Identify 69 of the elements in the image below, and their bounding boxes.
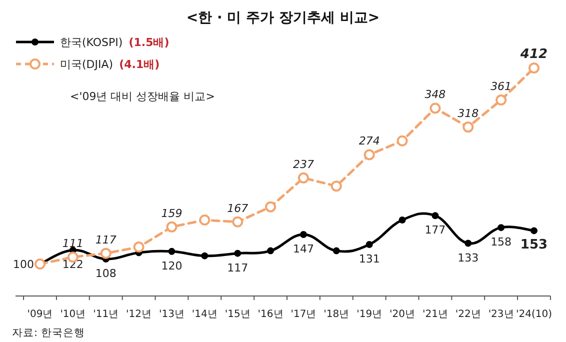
point: [398, 216, 406, 224]
x-tick-label: '24(10): [516, 309, 552, 320]
data-label: 237: [292, 158, 314, 171]
x-tick-label: '12년: [126, 309, 152, 320]
point: [232, 216, 244, 228]
point: [267, 247, 274, 254]
point: [234, 250, 242, 257]
point: [462, 122, 474, 133]
point: [300, 230, 307, 238]
point: [133, 242, 144, 253]
data-label: 159: [161, 206, 182, 220]
text: 자료: 한국은행: [12, 327, 85, 339]
data-label: 412: [519, 47, 548, 62]
x-tick-label: '13년: [158, 309, 184, 320]
point: [201, 252, 208, 260]
point: [432, 212, 439, 220]
point: [298, 172, 309, 184]
chart-title: <한 · 미 주가 장기추세 비교>: [186, 10, 380, 26]
x-tick-label: '22년: [455, 309, 481, 320]
point: [166, 221, 178, 232]
x-tick-label: '17년: [290, 309, 316, 320]
x-tick-label: '11년: [93, 309, 119, 320]
x-tick-label: '14년: [192, 309, 218, 320]
x-tick-label: '20년: [390, 309, 416, 320]
data-label: 111: [62, 237, 84, 250]
point: [364, 149, 375, 160]
data-label: 158: [490, 236, 512, 249]
data-label: 318: [458, 107, 479, 120]
point: [199, 214, 210, 226]
x-tick-label: '10년: [60, 309, 86, 320]
x-tick-label: '21년: [422, 309, 448, 320]
data-label: 177: [424, 224, 446, 237]
point: [366, 241, 373, 248]
point: [265, 201, 276, 212]
data-label: 153: [520, 238, 548, 253]
annotation: (4.1배): [119, 58, 160, 71]
point: [396, 135, 408, 146]
point: [100, 248, 112, 259]
x-tick-label: '16년: [258, 309, 284, 320]
x-tick-label: '18년: [324, 309, 350, 320]
point: [330, 180, 342, 192]
data-label: 108: [95, 266, 116, 280]
point: [464, 240, 472, 247]
data-label: 117: [95, 233, 116, 246]
point: [496, 94, 507, 106]
text: (1.5배): [128, 36, 170, 49]
point: [168, 248, 176, 255]
point: [530, 227, 538, 234]
data-label: 274: [358, 134, 380, 148]
data-label: 131: [358, 252, 380, 266]
data-label: 167: [227, 202, 248, 215]
x-tick-label: '23년: [488, 309, 514, 320]
data-label: 120: [161, 259, 182, 272]
data-label: 361: [490, 80, 512, 94]
data-label: 133: [458, 251, 479, 264]
x-tick-label: '15년: [224, 309, 250, 320]
point: [498, 224, 505, 232]
legend-label: 한국(KOSPI): [60, 36, 123, 49]
x-tick-label: '09년: [27, 309, 53, 320]
x-tick-label: '19년: [356, 309, 382, 320]
legend-label: 미국(DJIA): [60, 58, 114, 71]
point: [528, 62, 540, 74]
point: [430, 102, 441, 114]
text: <'09년 대비 성장배율 비교>: [70, 90, 215, 103]
data-label: 100: [13, 258, 34, 271]
data-label: 348: [424, 88, 446, 102]
data-label: 117: [227, 261, 248, 274]
point: [332, 247, 340, 254]
data-label: 147: [292, 242, 314, 256]
